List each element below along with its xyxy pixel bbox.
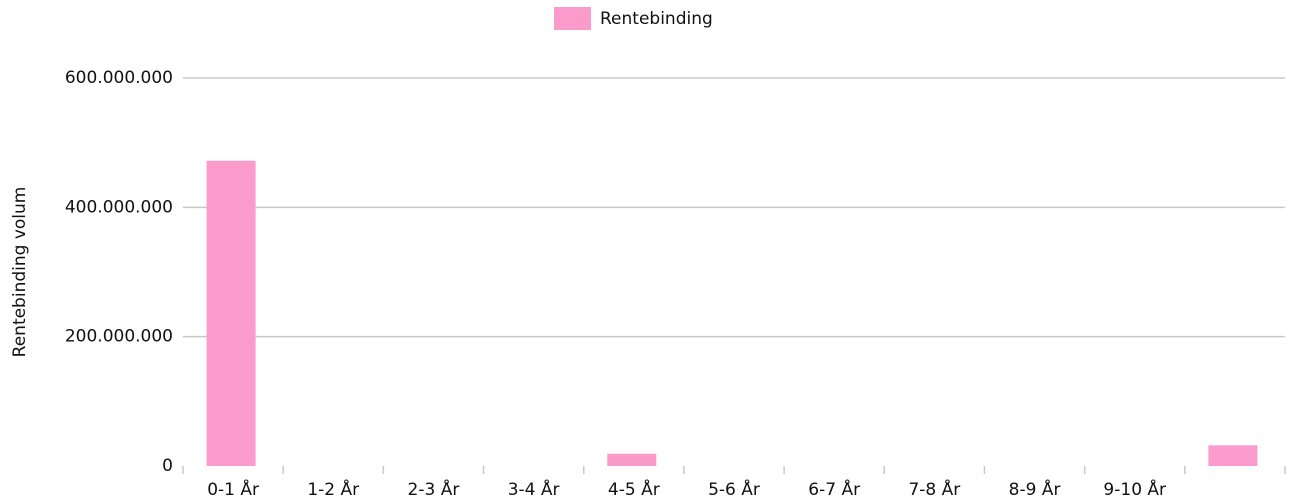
x-tick-label: 3-4 År xyxy=(508,478,560,500)
x-tick-label: 8-9 År xyxy=(1009,478,1061,500)
x-tick-label: 5-6 År xyxy=(708,478,760,500)
x-tick-label: 9-10 År xyxy=(1103,478,1166,500)
legend-label: Rentebinding xyxy=(600,9,713,29)
x-tick-label: 2-3 År xyxy=(408,478,460,500)
y-tick-label: 400.000.000 xyxy=(65,197,173,217)
bar xyxy=(607,453,657,466)
x-tick-label: 0-1 År xyxy=(207,478,259,500)
y-tick-label: 200.000.000 xyxy=(65,327,173,347)
x-tick-label: 1-2 År xyxy=(307,478,359,500)
y-axis-title: Rentebinding volum xyxy=(10,187,30,358)
x-tick-label: 6-7 År xyxy=(808,478,860,500)
y-tick-label: 0 xyxy=(162,456,173,476)
bar xyxy=(206,160,256,467)
x-tick-label: 4-5 År xyxy=(608,478,660,500)
x-tick-label: 7-8 År xyxy=(908,478,960,500)
legend-swatch xyxy=(554,7,591,30)
bar xyxy=(1208,445,1258,466)
y-tick-label: 600.000.000 xyxy=(65,68,173,88)
